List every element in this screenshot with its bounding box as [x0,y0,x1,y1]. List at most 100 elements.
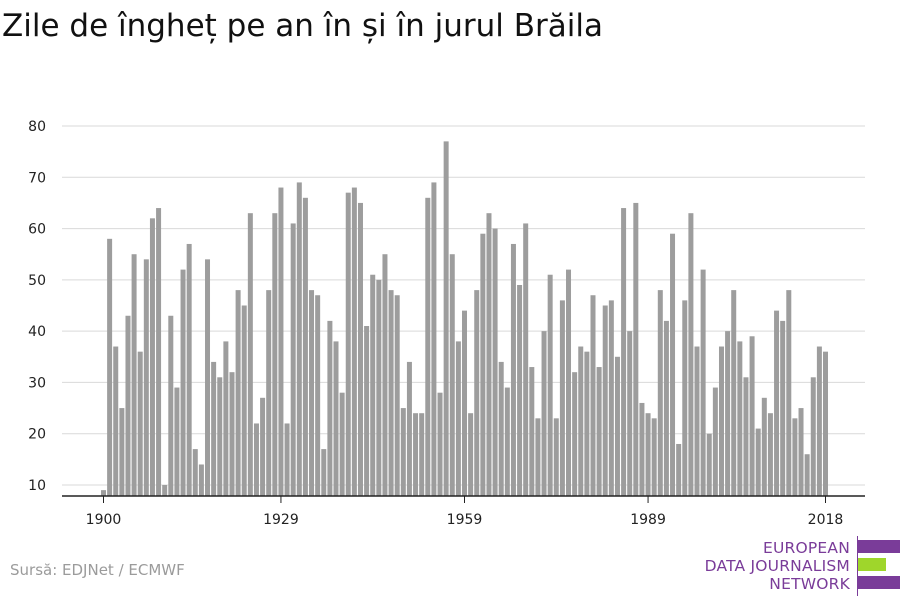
bar-1950 [406,361,412,496]
bar-1918 [211,361,217,496]
bar-2013 [792,418,798,496]
logo-line-1: EUROPEAN [762,539,850,557]
x-tick-label: 2018 [808,512,844,528]
bar-1917 [205,259,211,496]
bar-1966 [504,387,510,496]
bar-2012 [786,290,792,496]
x-tick-label: 1989 [630,512,666,528]
bar-1913 [180,269,186,496]
bar-1904 [125,315,131,496]
bar-1915 [192,449,198,496]
bar-1968 [517,284,523,496]
bar-2011 [780,320,786,496]
bar-1984 [614,356,620,496]
bar-1902 [113,346,119,496]
bar-1910 [162,485,168,496]
bar-2002 [725,331,731,496]
bar-1919 [217,377,223,496]
bar-1998 [700,269,706,496]
bar-2016 [810,377,816,496]
bar-1943 [364,326,370,496]
bar-1952 [419,413,425,496]
bar-1932 [296,182,302,496]
x-axis: 1900 1929 1959 1989 2018 [62,495,865,528]
bar-1994 [676,443,682,496]
bar-1930 [284,423,290,496]
bar-1976 [566,269,572,496]
bar-1912 [174,387,180,496]
bar-1903 [119,408,125,496]
logo-line-2: DATA JOURNALISM [704,557,850,575]
chart-title: Zile de îngheț pe an în și în jurul Brăi… [2,8,603,44]
logo-bar-purple-bottom [858,576,900,589]
bar-1948 [394,295,400,496]
bar-2014 [798,408,804,496]
bar-1949 [400,408,406,496]
bar-1969 [523,223,529,496]
x-tick-label: 1959 [447,512,483,528]
bar-1909 [156,208,162,497]
logo-bar-green [858,558,886,571]
bar-1939 [339,392,345,496]
bar-1906 [137,351,143,496]
bars [101,141,828,497]
bar-1971 [535,418,541,496]
bar-1989 [645,413,651,496]
y-tick-label: 40 [28,324,46,340]
edjnet-logo[interactable]: EUROPEAN DATA JOURNALISM NETWORK [700,536,900,596]
bar-1924 [247,213,253,496]
bar-1979 [584,351,590,496]
bar-1987 [633,202,639,496]
y-tick-label: 10 [28,478,46,494]
bar-1997 [694,346,700,496]
bar-1999 [706,433,712,496]
bar-1960 [468,413,474,496]
bar-1978 [578,346,584,496]
bar-1942 [357,202,363,496]
y-tick-label: 50 [28,273,46,289]
logo-bar-purple-top [858,540,900,553]
bar-1916 [198,464,204,496]
bar-1963 [486,213,492,496]
x-tick-label: 1929 [263,512,299,528]
bar-1955 [437,392,443,496]
bar-1951 [413,413,419,496]
bar-1992 [663,320,669,496]
bar-1928 [272,213,278,496]
bar-1975 [559,300,565,496]
y-tick-label: 80 [28,119,46,135]
bar-1970 [529,367,535,496]
bar-1937 [327,320,333,496]
bar-1925 [253,423,259,496]
bar-1944 [370,274,376,496]
bar-1965 [498,361,504,496]
bar-1931 [290,223,296,496]
bar-2015 [804,454,810,496]
bar-2003 [731,290,737,496]
bar-1911 [168,315,174,496]
bar-1953 [425,197,431,497]
bar-1957 [449,254,455,496]
bar-1995 [682,300,688,496]
bar-2009 [767,413,773,496]
bar-1907 [143,259,149,496]
bar-1900 [101,490,106,496]
y-tick-label: 70 [28,170,46,186]
bar-2017 [816,346,822,496]
bar-1974 [553,418,559,496]
bar-1982 [602,305,608,496]
source-note: Sursă: EDJNet / ECMWF [10,561,185,579]
bar-1985 [621,208,627,497]
bar-1962 [480,233,486,496]
bar-1996 [688,213,694,496]
logo-line-3: NETWORK [769,575,850,593]
bar-1933 [302,197,308,497]
bar-1958 [455,341,461,496]
bar-1940 [345,192,351,496]
bar-2007 [755,428,761,496]
bar-1927 [266,290,272,496]
bar-1914 [186,243,192,496]
bar-1921 [229,372,235,496]
bar-1964 [492,228,498,497]
bar-1935 [315,295,321,496]
